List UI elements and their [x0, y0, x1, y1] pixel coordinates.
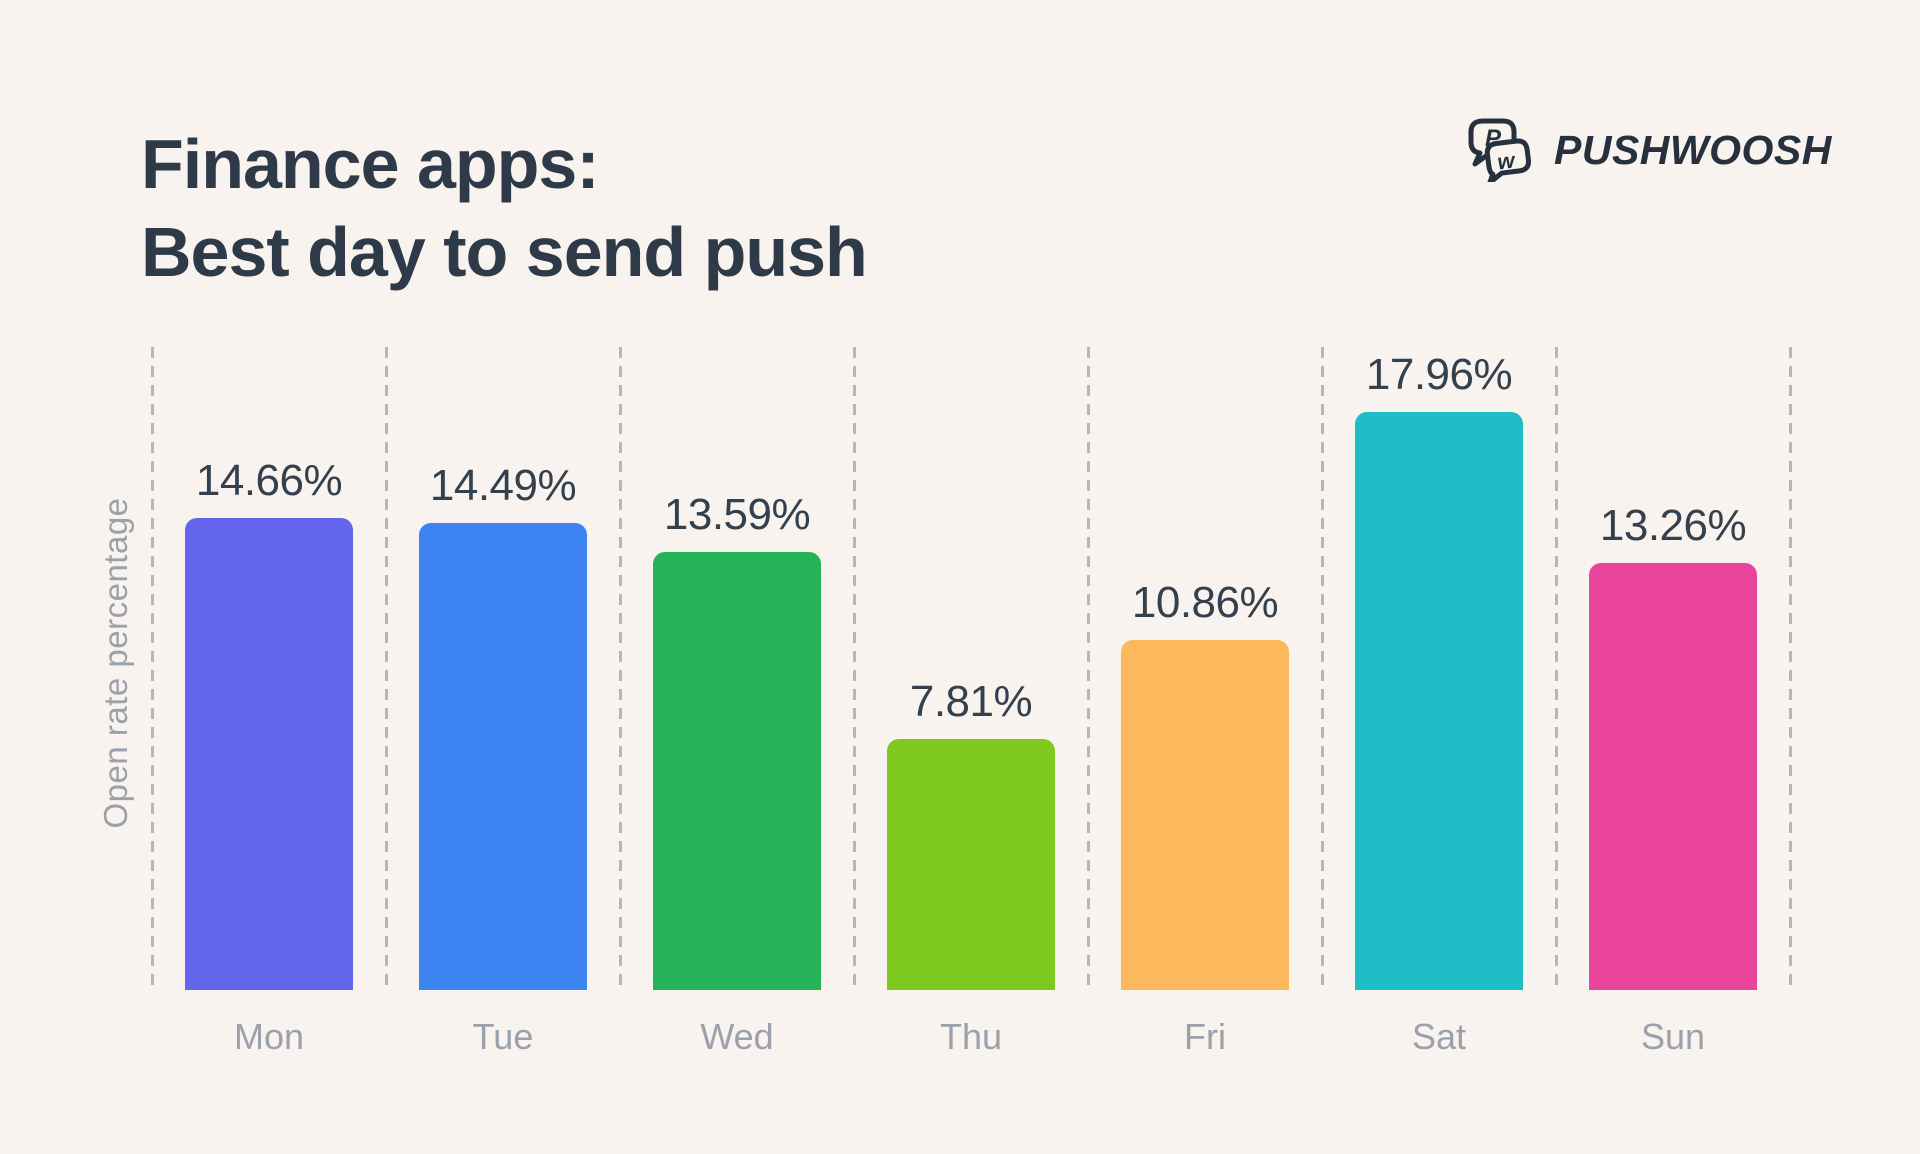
pushwoosh-chat-bubbles-icon: P w [1468, 118, 1531, 182]
svg-text:w: w [1496, 147, 1518, 174]
vertical-gridline [385, 347, 388, 990]
x-tick-label-wed: Wed [700, 1016, 774, 1057]
bar-tue [419, 523, 587, 990]
page-title-line2: Best day to send push [141, 213, 868, 291]
x-tick-label-thu: Thu [939, 1016, 1003, 1057]
page-title: Finance apps: Best day to send push [141, 120, 868, 296]
value-label-wed: 13.59% [663, 490, 811, 540]
value-label-sun: 13.26% [1599, 501, 1747, 551]
value-label-fri: 10.86% [1131, 578, 1279, 628]
vertical-gridline [1087, 347, 1090, 990]
value-label-thu: 7.81% [909, 676, 1033, 726]
bar-sun [1589, 563, 1757, 990]
pushwoosh-logo: P w PUSHWOOSH [1468, 118, 1832, 182]
x-tick-label-fri: Fri [1184, 1016, 1226, 1057]
bar-fri [1121, 640, 1289, 990]
value-label-tue: 14.49% [429, 461, 577, 511]
x-tick-label-mon: Mon [233, 1016, 305, 1057]
x-tick-label-sun: Sun [1640, 1016, 1706, 1057]
bar-mon [185, 517, 353, 990]
vertical-gridline [1789, 347, 1792, 990]
bar-sat [1355, 411, 1523, 990]
value-label-mon: 14.66% [195, 455, 343, 505]
vertical-gridline [1321, 347, 1324, 990]
pushwoosh-logo-text: PUSHWOOSH [1554, 126, 1832, 173]
value-label-sat: 17.96% [1365, 349, 1513, 399]
page-title-line1: Finance apps: [141, 125, 600, 203]
bar-wed [653, 552, 821, 990]
vertical-gridline [619, 347, 622, 990]
vertical-gridline [853, 347, 856, 990]
x-tick-label-tue: Tue [472, 1016, 534, 1057]
bar-thu [887, 738, 1055, 990]
vertical-gridline [151, 347, 154, 990]
y-axis-label: Open rate percentage [97, 497, 134, 829]
vertical-gridline [1555, 347, 1558, 990]
x-tick-label-sat: Sat [1411, 1016, 1467, 1057]
